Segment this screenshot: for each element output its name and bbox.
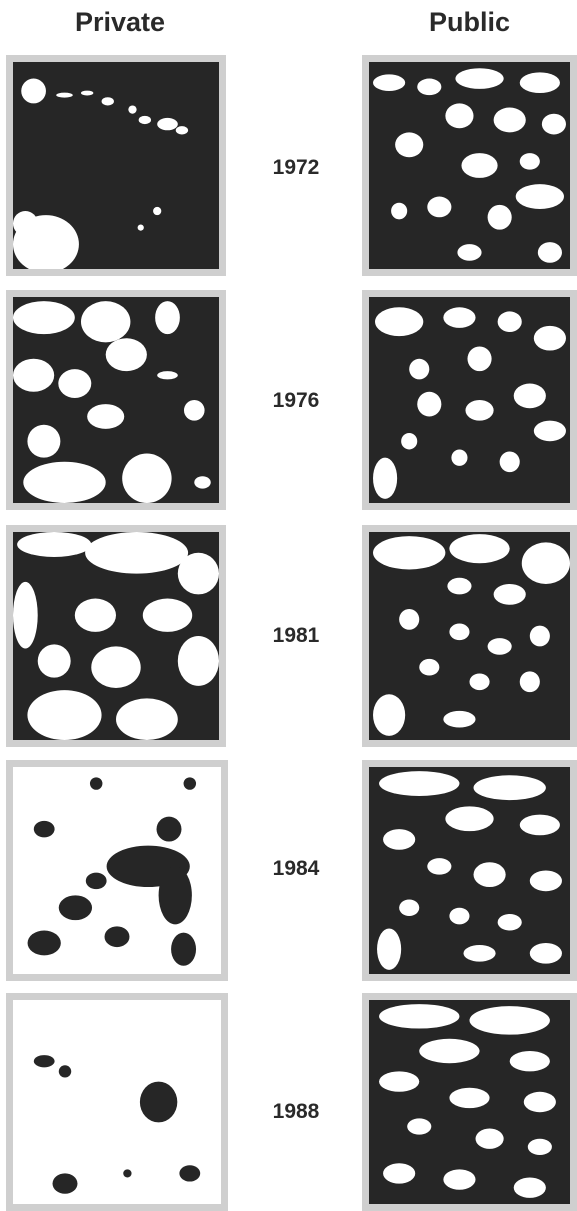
- year-label-1984: 1984: [272, 857, 320, 880]
- private-column-header: Private: [74, 7, 166, 37]
- panel-private-1988: [6, 993, 228, 1211]
- public-column-header: Public: [428, 7, 510, 37]
- year-label-1981: 1981: [272, 624, 320, 647]
- panel-private-1984: [6, 760, 228, 981]
- panel-public-1984: [362, 760, 577, 981]
- map-public-1984: [377, 771, 562, 970]
- map-private-1988: [13, 1000, 221, 1204]
- panel-private-1972: [6, 55, 226, 276]
- map-public-1972: [373, 68, 566, 263]
- panel-private-1981: [6, 525, 226, 747]
- map-private-1984: [13, 767, 221, 974]
- map-private-1972: [13, 78, 189, 269]
- map-public-1976: [373, 307, 566, 499]
- year-label-1988: 1988: [272, 1100, 320, 1123]
- panel-public-1988: [362, 993, 577, 1211]
- panel-public-1976: [362, 290, 577, 510]
- panel-public-1972: [362, 55, 577, 276]
- panel-public-1981: [362, 525, 577, 747]
- map-public-1988: [379, 1004, 556, 1198]
- map-private-1976: [13, 301, 211, 503]
- year-label-1972: 1972: [272, 156, 320, 179]
- map-private-1981: [13, 532, 219, 740]
- map-public-1981: [373, 534, 570, 736]
- panel-private-1976: [6, 290, 226, 510]
- year-label-1976: 1976: [272, 389, 320, 412]
